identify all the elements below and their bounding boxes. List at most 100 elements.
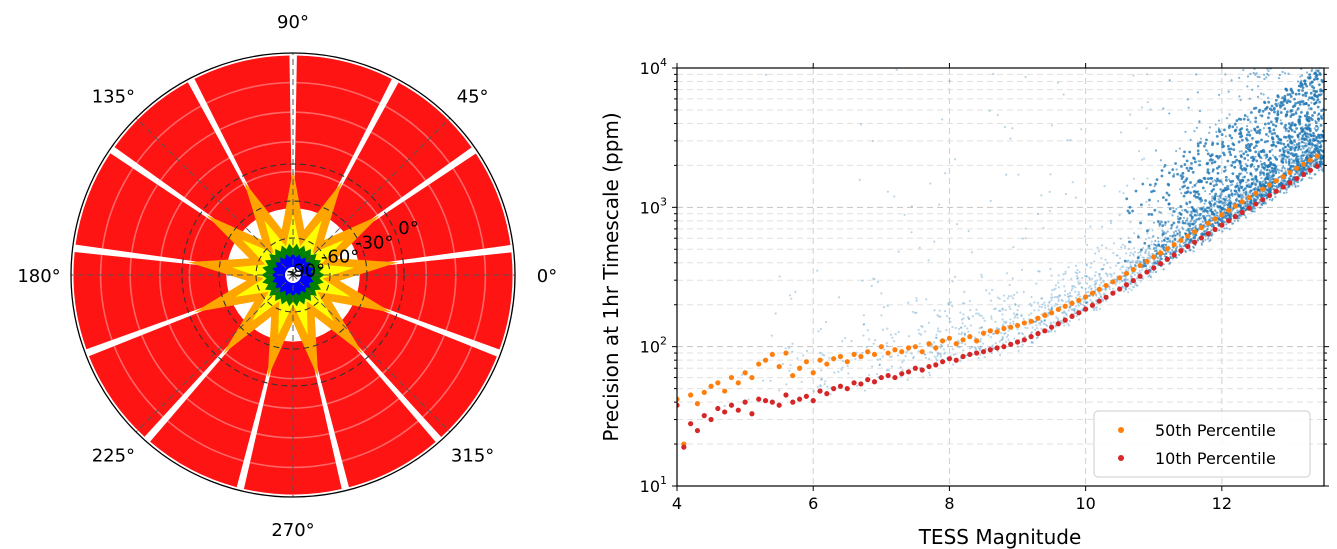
star-point bbox=[1216, 179, 1220, 182]
star-point bbox=[971, 315, 974, 318]
star-point bbox=[1189, 181, 1192, 184]
star-point bbox=[1254, 120, 1258, 124]
star-point bbox=[1181, 221, 1185, 225]
star-point bbox=[1055, 316, 1058, 319]
polar-spoke bbox=[292, 274, 451, 433]
star-point bbox=[1258, 180, 1262, 184]
star-point bbox=[1024, 326, 1027, 329]
star-point bbox=[1142, 256, 1146, 259]
point-10th-percentile bbox=[1028, 334, 1034, 340]
star-point bbox=[1074, 286, 1077, 289]
star-point bbox=[1211, 168, 1215, 172]
star-point bbox=[1030, 341, 1033, 344]
star-point bbox=[1255, 167, 1259, 171]
star-point bbox=[1164, 223, 1167, 226]
star-point bbox=[1226, 199, 1229, 202]
point-10th-percentile bbox=[1089, 302, 1096, 308]
star-point bbox=[1254, 207, 1257, 210]
star-point bbox=[1139, 260, 1142, 264]
star-point bbox=[989, 199, 992, 203]
star-point bbox=[1234, 189, 1237, 193]
star-point bbox=[1316, 69, 1320, 73]
point-10th-percentile bbox=[1185, 243, 1191, 250]
point-10th-percentile bbox=[1035, 331, 1041, 337]
star-point bbox=[876, 280, 880, 284]
star-point bbox=[770, 334, 773, 337]
point-50th-percentile bbox=[960, 337, 966, 343]
point-50th-percentile bbox=[715, 380, 721, 386]
star-point bbox=[1033, 301, 1036, 304]
star-point bbox=[1287, 129, 1291, 133]
point-10th-percentile bbox=[1280, 184, 1286, 190]
star-point bbox=[1123, 275, 1126, 278]
star-point bbox=[1098, 307, 1101, 311]
star-point bbox=[868, 373, 871, 377]
star-point bbox=[1036, 327, 1039, 330]
star-point bbox=[1271, 187, 1274, 191]
star-point bbox=[1034, 320, 1038, 323]
star-point bbox=[890, 365, 893, 368]
star-point bbox=[1059, 294, 1062, 297]
star-point bbox=[934, 336, 938, 339]
star-point bbox=[1297, 155, 1300, 158]
point-10th-percentile bbox=[1219, 222, 1225, 228]
star-point bbox=[1290, 113, 1294, 117]
star-point bbox=[1226, 159, 1230, 163]
star-point bbox=[1319, 115, 1323, 118]
star-point bbox=[1227, 194, 1231, 198]
star-point bbox=[1145, 200, 1148, 203]
star-point bbox=[885, 342, 888, 345]
star-point bbox=[1066, 139, 1069, 142]
star-point bbox=[999, 309, 1002, 312]
star-point bbox=[1145, 73, 1148, 76]
star-point bbox=[1071, 287, 1074, 290]
camera-seam bbox=[249, 461, 336, 469]
point-50th-percentile bbox=[1280, 174, 1286, 180]
star-point bbox=[1211, 180, 1214, 183]
star-point bbox=[961, 322, 964, 325]
point-10th-percentile bbox=[735, 407, 741, 413]
star-point bbox=[1208, 214, 1211, 218]
star-point bbox=[781, 362, 784, 366]
star-point bbox=[1116, 280, 1119, 283]
star-point bbox=[1284, 123, 1288, 127]
star-point bbox=[859, 123, 863, 126]
star-point bbox=[952, 353, 955, 356]
star-point bbox=[1040, 319, 1043, 322]
star-point bbox=[880, 292, 883, 295]
star-point bbox=[1101, 298, 1104, 301]
star-point bbox=[1065, 314, 1068, 317]
star-point bbox=[905, 351, 908, 354]
star-point bbox=[1151, 235, 1154, 238]
star-point bbox=[960, 326, 963, 329]
star-point bbox=[1114, 264, 1118, 267]
star-point bbox=[1047, 314, 1050, 317]
point-10th-percentile bbox=[885, 372, 891, 379]
star-point bbox=[1159, 159, 1162, 162]
star-point bbox=[1314, 121, 1318, 124]
star-point bbox=[1003, 299, 1006, 303]
sector-outer bbox=[73, 252, 231, 350]
star-point bbox=[1248, 97, 1251, 100]
star-point bbox=[1246, 153, 1250, 157]
star-point bbox=[1112, 251, 1115, 255]
star-point bbox=[1001, 336, 1004, 339]
star-point bbox=[1319, 157, 1323, 161]
point-10th-percentile bbox=[1008, 341, 1014, 347]
star-point bbox=[1176, 232, 1179, 235]
star-point bbox=[1289, 127, 1293, 130]
star-point bbox=[1070, 277, 1073, 280]
star-point bbox=[1133, 263, 1137, 267]
star-point bbox=[1225, 223, 1228, 226]
star-point bbox=[1310, 68, 1314, 71]
star-point bbox=[1252, 71, 1255, 75]
point-10th-percentile bbox=[1083, 306, 1089, 312]
star-point bbox=[1124, 277, 1127, 281]
star-point bbox=[1260, 150, 1264, 153]
star-point bbox=[1130, 265, 1133, 268]
star-point bbox=[1054, 284, 1058, 287]
star-point bbox=[938, 309, 941, 312]
star-point bbox=[1172, 221, 1176, 225]
star-point bbox=[1210, 229, 1213, 232]
star-point bbox=[1148, 251, 1151, 254]
